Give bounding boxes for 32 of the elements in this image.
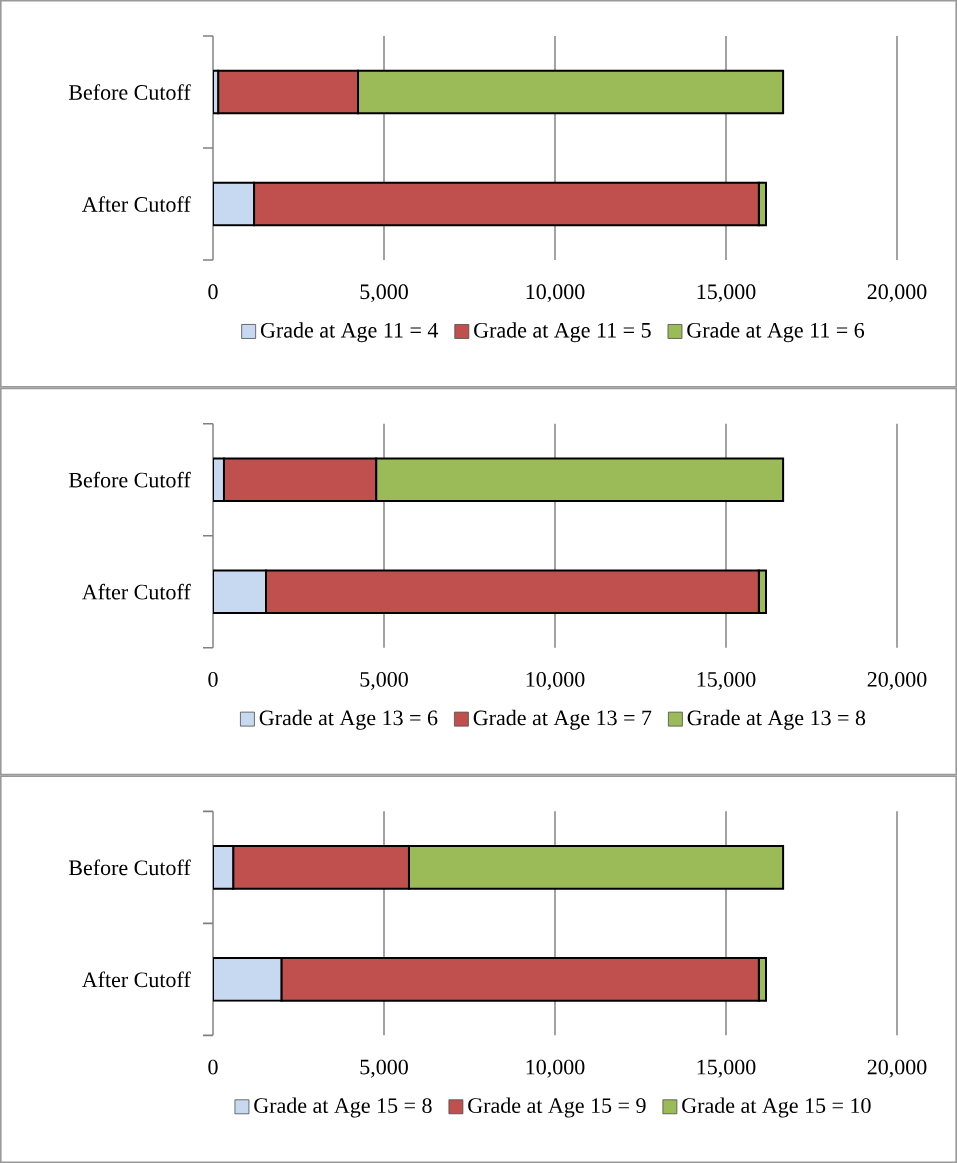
x-tick-label: 0 xyxy=(208,284,218,300)
y-tick-label: After Cutoff xyxy=(81,583,191,600)
x-tick-label: 20,000 xyxy=(867,1059,927,1078)
x-tick-label: 10,000 xyxy=(526,284,585,303)
x-tick-label: 10,000 xyxy=(526,1059,585,1078)
y-tick-label: Before Cutoff xyxy=(68,471,191,488)
bar xyxy=(213,957,283,1002)
x-tick-label: 15,000 xyxy=(697,671,756,690)
y-tick-label: Before Cutoff xyxy=(68,84,191,100)
x-tick-label: 5,000 xyxy=(360,1059,408,1078)
legend-label: Grade at Age 13 = 6 xyxy=(259,709,438,730)
x-tick-label: 15,000 xyxy=(697,1059,756,1078)
x-tick-label: 20,000 xyxy=(867,284,927,303)
legend-label: Grade at Age 15 = 10 xyxy=(682,1097,871,1118)
legend-label: Grade at Age 13 = 7 xyxy=(473,709,652,730)
x-tick-label: 15,000 xyxy=(697,284,756,303)
legend-label: Grade at Age 11 = 6 xyxy=(687,322,865,343)
y-tick-label: Before Cutoff xyxy=(68,859,191,876)
x-tick-label: 10,000 xyxy=(526,671,585,690)
x-tick-label: 20,000 xyxy=(867,671,927,690)
y-tick-label: After Cutoff xyxy=(81,971,191,988)
x-tick-label: 0 xyxy=(208,1059,218,1075)
x-tick-label: 0 xyxy=(208,671,218,687)
x-tick-label: 5,000 xyxy=(360,284,408,303)
y-tick-label: After Cutoff xyxy=(81,196,191,212)
legend-label: Grade at Age 13 = 8 xyxy=(687,709,866,730)
legend-label: Grade at Age 11 = 4 xyxy=(260,322,439,343)
legend-label: Grade at Age 15 = 8 xyxy=(254,1097,432,1118)
x-tick-label: 5,000 xyxy=(360,671,408,690)
legend-label: Grade at Age 11 = 5 xyxy=(474,322,651,343)
legend-label: Grade at Age 15 = 9 xyxy=(468,1097,646,1118)
bar xyxy=(213,569,268,614)
